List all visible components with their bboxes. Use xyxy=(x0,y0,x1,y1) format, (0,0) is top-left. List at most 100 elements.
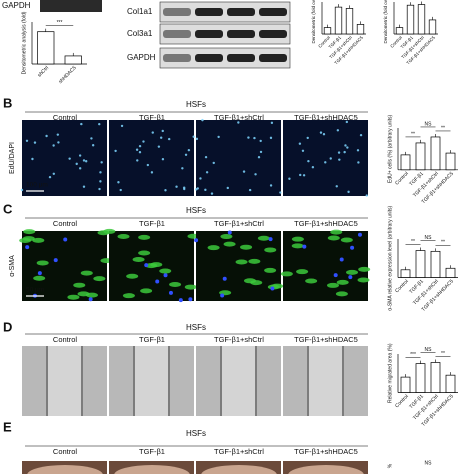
blot-band xyxy=(195,54,223,62)
cell xyxy=(120,124,124,128)
cell xyxy=(356,149,360,152)
cell xyxy=(340,237,353,243)
nucleus xyxy=(37,271,42,276)
cell xyxy=(326,282,339,288)
cell xyxy=(122,293,135,299)
cell xyxy=(98,187,101,191)
cell xyxy=(22,236,35,242)
cell xyxy=(210,192,214,195)
bar xyxy=(430,136,441,171)
nucleus xyxy=(350,245,355,250)
wound-gap xyxy=(48,346,81,416)
significance: *** xyxy=(410,352,416,358)
cell xyxy=(279,191,282,194)
scale-label: 100 μm xyxy=(26,182,48,189)
cell xyxy=(357,277,370,283)
cell xyxy=(33,275,46,281)
stain-label: EdU/DAPI xyxy=(9,142,16,174)
bar xyxy=(417,4,426,35)
cell xyxy=(136,159,139,162)
cell xyxy=(307,159,310,163)
cell xyxy=(145,263,158,269)
cell xyxy=(32,237,45,243)
cell xyxy=(264,267,277,273)
bar xyxy=(334,6,343,35)
cell xyxy=(243,278,256,284)
column-header: TGF-β1+shHDAC5 xyxy=(294,113,358,122)
cell xyxy=(57,141,60,144)
dish xyxy=(288,465,364,474)
cell xyxy=(138,234,151,240)
cell xyxy=(335,291,348,297)
cell xyxy=(114,149,117,153)
cell xyxy=(31,157,34,161)
cell xyxy=(20,188,24,192)
dish xyxy=(201,465,277,474)
cell xyxy=(48,175,52,179)
bar xyxy=(445,267,456,278)
cell xyxy=(319,131,323,134)
nucleus xyxy=(155,279,160,284)
column-header: TGF-β1+shCtrl xyxy=(214,219,264,228)
nucleus xyxy=(168,290,173,295)
cell xyxy=(150,171,154,174)
cell xyxy=(242,170,246,173)
nucleus xyxy=(348,275,353,280)
nucleus xyxy=(222,276,227,281)
cell xyxy=(146,163,150,167)
blot xyxy=(159,23,291,45)
cell xyxy=(187,148,191,152)
category-label: shCtrl xyxy=(37,65,50,78)
cell xyxy=(344,144,347,147)
cell xyxy=(82,185,86,188)
bar xyxy=(428,19,437,35)
cell xyxy=(184,284,197,290)
cell xyxy=(253,136,256,140)
bar xyxy=(323,27,332,35)
nucleus xyxy=(163,273,168,278)
cell xyxy=(159,136,163,139)
cell xyxy=(100,161,103,164)
nucleus xyxy=(227,230,232,235)
cell xyxy=(359,133,363,137)
bar xyxy=(406,4,415,35)
cell xyxy=(68,157,71,160)
panel-label: E xyxy=(3,419,12,434)
cell xyxy=(324,161,327,164)
column-header: TGF-β1+shCtrl xyxy=(214,447,264,456)
stain-label: α-SMA xyxy=(9,255,16,277)
column-header: TGF-β1+shHDAC5 xyxy=(294,335,358,344)
blot-band xyxy=(163,30,191,38)
blot-label: GAPDH xyxy=(2,1,31,10)
y-axis-label: EdU+ cells (%) (arbitrary units) xyxy=(387,114,393,183)
cell xyxy=(237,121,240,124)
bar xyxy=(345,8,354,35)
cell xyxy=(257,235,270,241)
cell xyxy=(73,282,86,288)
cell xyxy=(161,158,165,161)
significance: ** xyxy=(441,240,445,246)
cell xyxy=(259,150,263,154)
cell xyxy=(151,131,154,134)
panel-label: C xyxy=(3,201,13,216)
column-header: Control xyxy=(53,113,78,122)
dish xyxy=(27,465,103,474)
cell xyxy=(204,155,208,159)
cell xyxy=(199,177,202,180)
cell xyxy=(56,133,60,136)
nucleus xyxy=(178,298,183,303)
micrograph xyxy=(196,120,281,196)
cell xyxy=(329,157,332,160)
cell xyxy=(175,185,178,188)
column-header: TGF-β1 xyxy=(139,335,165,344)
cell xyxy=(296,269,309,275)
cell xyxy=(247,136,250,139)
cell xyxy=(205,171,209,174)
column-header: Control xyxy=(53,335,78,344)
cell xyxy=(77,291,90,297)
cell xyxy=(93,276,106,282)
cell xyxy=(346,146,349,149)
column-header: TGF-β1+shHDAC5 xyxy=(294,447,358,456)
cell xyxy=(84,160,88,163)
